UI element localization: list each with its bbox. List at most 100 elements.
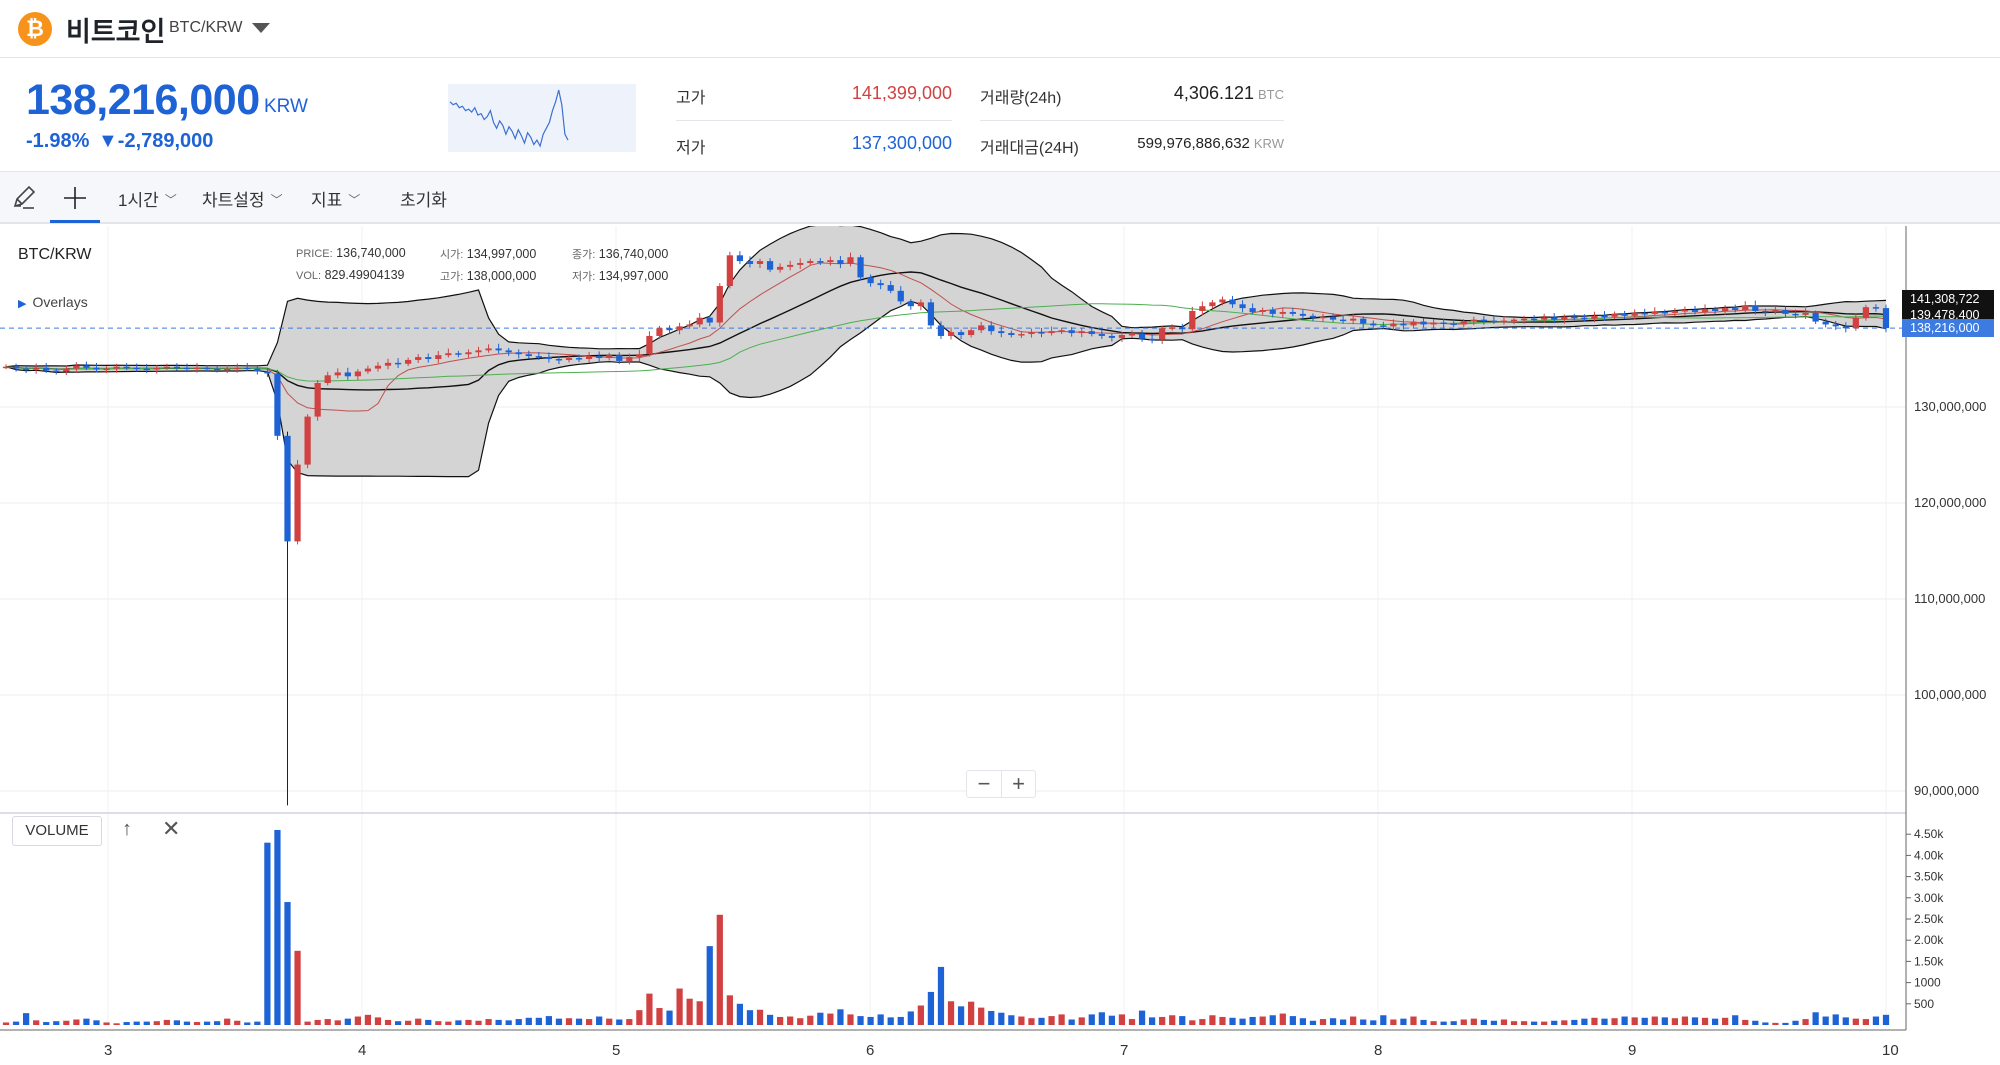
volume-bar bbox=[927, 991, 935, 1025]
volume-bar bbox=[616, 1019, 623, 1025]
candle bbox=[1159, 328, 1166, 340]
volume-bar bbox=[485, 1019, 492, 1025]
volume-bar bbox=[1410, 1016, 1417, 1025]
reset-button[interactable]: 초기화 bbox=[400, 191, 447, 210]
candle bbox=[475, 350, 482, 353]
volume-bar bbox=[817, 1012, 824, 1025]
volume-bar bbox=[1299, 1018, 1307, 1025]
volume-bar bbox=[807, 1015, 814, 1025]
volume-bar bbox=[907, 1011, 914, 1025]
candle bbox=[1611, 313, 1618, 317]
volume-bar bbox=[1309, 1020, 1317, 1025]
low-label: 저가 bbox=[676, 140, 706, 157]
candle bbox=[1058, 330, 1065, 332]
candle bbox=[43, 367, 50, 371]
change-amount: ▼-2,789,000 bbox=[98, 130, 214, 152]
chart-settings-menu[interactable]: 차트설정 ﹀ bbox=[202, 191, 283, 210]
volume-bar bbox=[1872, 1016, 1880, 1025]
candle bbox=[1822, 321, 1829, 325]
candle bbox=[2, 366, 10, 369]
volume-bar bbox=[978, 1007, 985, 1025]
volume-bar bbox=[1189, 1020, 1196, 1025]
price-tick-label: 130,000,000 bbox=[1914, 399, 1986, 414]
volume-bar bbox=[1179, 1016, 1186, 1025]
candle bbox=[998, 331, 1005, 334]
price-tick-label: 90,000,000 bbox=[1914, 783, 1979, 798]
volume-bar bbox=[425, 1019, 432, 1025]
volume-bar bbox=[1219, 1016, 1226, 1025]
move-up-icon[interactable]: ↑ bbox=[122, 818, 132, 840]
volume-bar bbox=[284, 902, 291, 1025]
candle bbox=[827, 260, 834, 263]
volume-bar bbox=[646, 993, 653, 1025]
candle bbox=[1842, 326, 1849, 329]
candle bbox=[1400, 323, 1407, 326]
volume-tick-label: 2.50k bbox=[1914, 912, 1944, 926]
candle bbox=[887, 285, 894, 291]
volume-bar bbox=[1782, 1022, 1789, 1025]
candle bbox=[1189, 311, 1196, 330]
volume-bar bbox=[1450, 1021, 1457, 1025]
candle bbox=[1852, 317, 1859, 329]
candle bbox=[525, 354, 532, 357]
volume-bar bbox=[1128, 1019, 1136, 1025]
volume-bar bbox=[968, 1001, 975, 1025]
zoom-out-button[interactable]: − bbox=[977, 771, 991, 796]
volume-bar bbox=[555, 1018, 563, 1025]
candle bbox=[807, 261, 814, 263]
candle bbox=[988, 325, 995, 332]
volume-bar bbox=[565, 1018, 573, 1025]
volume-bar bbox=[1430, 1021, 1437, 1025]
volume-tick-label: 1000 bbox=[1914, 976, 1941, 990]
candle bbox=[1450, 323, 1457, 325]
volume-bar bbox=[133, 1021, 140, 1025]
pencil-icon[interactable] bbox=[10, 184, 38, 212]
candle bbox=[374, 365, 382, 369]
candle bbox=[616, 355, 623, 361]
candle bbox=[1169, 327, 1176, 329]
indicators-menu[interactable]: 지표 ﹀ bbox=[311, 191, 361, 210]
volume-bar bbox=[1832, 1014, 1839, 1025]
candle bbox=[937, 325, 945, 336]
time-tick-label: 5 bbox=[612, 1042, 620, 1059]
volume-bar bbox=[1279, 1013, 1286, 1025]
candle bbox=[203, 367, 211, 370]
coin-dropdown-icon[interactable] bbox=[252, 23, 270, 33]
candle bbox=[224, 368, 231, 371]
candle bbox=[1722, 308, 1729, 311]
high-value: 141,399,000 bbox=[851, 83, 952, 103]
candle bbox=[565, 358, 573, 360]
interval-menu[interactable]: 1시간 ﹀ bbox=[118, 191, 177, 210]
volume-bar bbox=[264, 842, 271, 1025]
close-icon[interactable]: ✕ bbox=[162, 816, 181, 841]
time-tick-label: 10 bbox=[1882, 1042, 1899, 1059]
candle bbox=[1239, 304, 1246, 309]
candle bbox=[274, 373, 281, 436]
zoom-in-button[interactable]: + bbox=[1001, 771, 1035, 797]
overlays-toggle[interactable]: ▶ Overlays bbox=[18, 294, 88, 310]
volume-bar bbox=[83, 1018, 90, 1025]
candle bbox=[1661, 311, 1668, 314]
crosshair-icon[interactable] bbox=[61, 184, 89, 212]
volume-bar bbox=[1038, 1017, 1045, 1025]
low-value: 137,300,000 bbox=[851, 133, 952, 153]
candle bbox=[1551, 317, 1558, 320]
candle bbox=[1299, 313, 1307, 316]
price-chart[interactable]: 130,000,000 120,000,000 110,000,000 100,000… bbox=[0, 226, 2000, 1065]
volume-bar bbox=[1269, 1015, 1276, 1025]
candle bbox=[1199, 306, 1206, 311]
volume-bar bbox=[123, 1022, 130, 1025]
candle bbox=[917, 302, 924, 307]
candle bbox=[1430, 322, 1437, 325]
volume-bar bbox=[1862, 1019, 1870, 1025]
volume-bar bbox=[1088, 1014, 1095, 1025]
candle bbox=[726, 255, 733, 287]
candle bbox=[1219, 299, 1226, 303]
change-percent: -1.98% bbox=[26, 130, 90, 152]
candle bbox=[1138, 334, 1146, 339]
candle bbox=[304, 416, 311, 465]
time-tick-label: 3 bbox=[104, 1042, 112, 1059]
volume-bar bbox=[445, 1021, 452, 1025]
volume-bar bbox=[113, 1023, 120, 1025]
volume-bar bbox=[1138, 1010, 1146, 1025]
